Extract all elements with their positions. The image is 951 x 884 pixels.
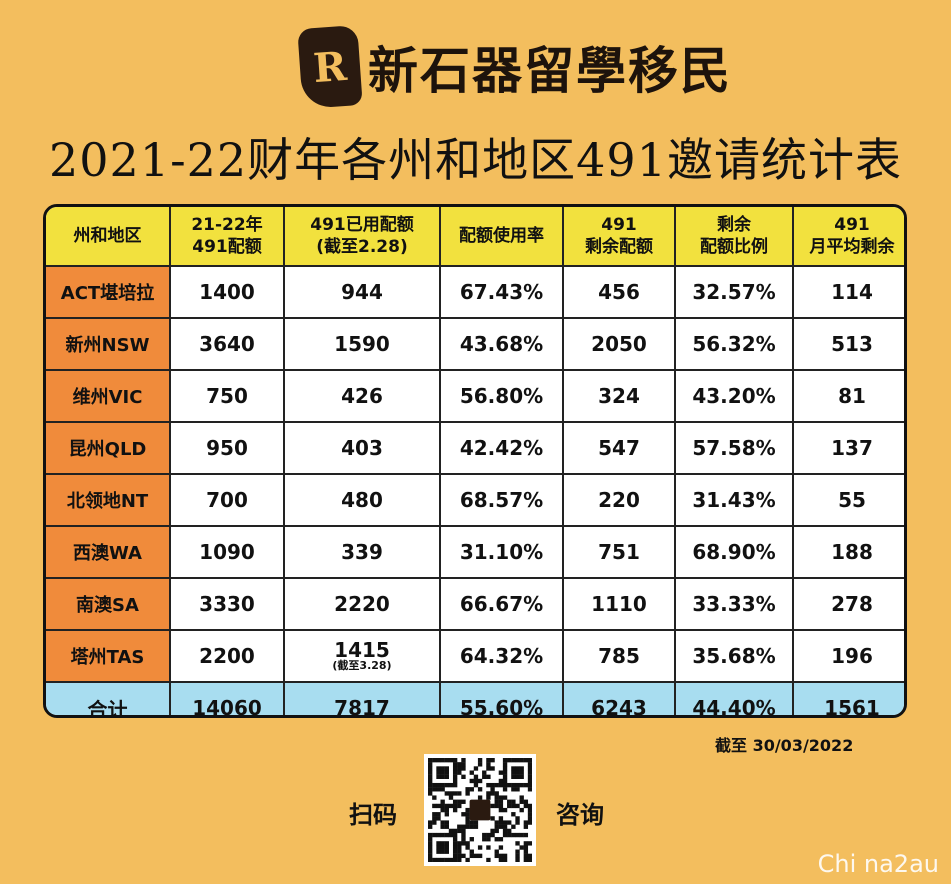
cell-monthly: 81 xyxy=(792,369,904,423)
cell-remain: 2050 xyxy=(562,317,676,371)
cell-remain: 547 xyxy=(562,421,676,475)
cell-region: 北领地NT xyxy=(46,473,171,527)
cell-rate: 68.57% xyxy=(439,473,564,527)
table-row: 维州VIC 750 426 56.80% 324 43.20% 81 xyxy=(46,369,904,423)
header-remain-ratio: 剩余 配额比例 xyxy=(674,207,794,267)
header-remain: 491 剩余配额 xyxy=(562,207,676,267)
cell-quota: 950 xyxy=(169,421,285,475)
table-row: 西澳WA 1090 339 31.10% 751 68.90% 188 xyxy=(46,525,904,579)
cell-remain: 785 xyxy=(562,629,676,682)
header-region: 州和地区 xyxy=(46,207,171,267)
cell-monthly: 278 xyxy=(792,577,904,631)
cell-used: 2220 xyxy=(283,577,441,631)
total-monthly: 1561 xyxy=(792,681,904,715)
cell-quota: 1400 xyxy=(169,265,285,319)
header-used: 491已用配额 (截至2.28) xyxy=(283,207,441,267)
cell-remain-ratio: 31.43% xyxy=(674,473,794,527)
cell-quota: 1090 xyxy=(169,525,285,579)
table-header-row: 州和地区 21-22年 491配额 491已用配额 (截至2.28) 配额使用率 4… xyxy=(46,207,904,267)
brand-name: 新石器留學移民 xyxy=(368,41,732,100)
table-row: 昆州QLD 950 403 42.42% 547 57.58% 137 xyxy=(46,421,904,475)
cell-region: 塔州TAS xyxy=(46,629,171,682)
cell-remain-ratio: 68.90% xyxy=(674,525,794,579)
cell-used: 480 xyxy=(283,473,441,527)
used-note: (截至3.28) xyxy=(332,659,392,672)
table-row: 新州NSW 3640 1590 43.68% 2050 56.32% 513 xyxy=(46,317,904,371)
as-of-date: 截至 30/03/2022 xyxy=(715,736,854,755)
cell-remain-ratio: 57.58% xyxy=(674,421,794,475)
cell-used: 403 xyxy=(283,421,441,475)
cell-quota: 700 xyxy=(169,473,285,527)
cell-used: 944 xyxy=(283,265,441,319)
total-row: 合计 14060 7817 55.60% 6243 44.40% 1561 xyxy=(46,681,904,715)
cell-region: ACT堪培拉 xyxy=(46,265,171,319)
cell-rate: 67.43% xyxy=(439,265,564,319)
cell-used: 339 xyxy=(283,525,441,579)
cell-remain-ratio: 35.68% xyxy=(674,629,794,682)
cell-region: 西澳WA xyxy=(46,525,171,579)
table-row: 塔州TAS 2200 1415 (截至3.28) 64.32% 785 35.68% 196 xyxy=(46,629,904,682)
cell-rate: 42.42% xyxy=(439,421,564,475)
total-remain-ratio: 44.40% xyxy=(674,681,794,715)
cell-rate: 31.10% xyxy=(439,525,564,579)
cell-monthly: 137 xyxy=(792,421,904,475)
header-quota: 21-22年 491配额 xyxy=(169,207,285,267)
table-row: ACT堪培拉 1400 944 67.43% 456 32.57% 114 xyxy=(46,265,904,319)
cell-rate: 56.80% xyxy=(439,369,564,423)
cell-remain: 220 xyxy=(562,473,676,527)
cell-rate: 66.67% xyxy=(439,577,564,631)
cell-region: 维州VIC xyxy=(46,369,171,423)
cell-remain-ratio: 43.20% xyxy=(674,369,794,423)
total-rate: 55.60% xyxy=(439,681,564,715)
cell-used: 1590 xyxy=(283,317,441,371)
cell-remain: 456 xyxy=(562,265,676,319)
table-row: 南澳SA 3330 2220 66.67% 1110 33.33% 278 xyxy=(46,577,904,631)
cell-used: 426 xyxy=(283,369,441,423)
cell-region: 新州NSW xyxy=(46,317,171,371)
total-label: 合计 xyxy=(46,681,171,715)
cell-region: 昆州QLD xyxy=(46,421,171,475)
cell-remain-ratio: 32.57% xyxy=(674,265,794,319)
header-monthly: 491 月平均剩余 xyxy=(792,207,904,267)
statistics-table: 州和地区 21-22年 491配额 491已用配额 (截至2.28) 配额使用率 4… xyxy=(43,204,907,718)
total-quota: 14060 xyxy=(169,681,285,715)
brand-logo-icon: R xyxy=(297,25,363,109)
cell-monthly: 188 xyxy=(792,525,904,579)
qr-code-icon xyxy=(428,758,533,863)
cell-quota: 750 xyxy=(169,369,285,423)
cell-rate: 64.32% xyxy=(439,629,564,682)
table-row: 北领地NT 700 480 68.57% 220 31.43% 55 xyxy=(46,473,904,527)
cell-rate: 43.68% xyxy=(439,317,564,371)
cell-remain: 1110 xyxy=(562,577,676,631)
cell-remain: 751 xyxy=(562,525,676,579)
brand-logo: R 新石器留學移民 xyxy=(297,22,732,112)
cell-monthly: 196 xyxy=(792,629,904,682)
cell-quota: 2200 xyxy=(169,629,285,682)
cell-remain-ratio: 33.33% xyxy=(674,577,794,631)
watermark: Chi na2au xyxy=(817,850,939,878)
qr-code[interactable] xyxy=(424,754,536,866)
cell-monthly: 114 xyxy=(792,265,904,319)
total-used: 7817 xyxy=(283,681,441,715)
cell-monthly: 55 xyxy=(792,473,904,527)
cell-remain-ratio: 56.32% xyxy=(674,317,794,371)
consult-label: 咨询 xyxy=(556,801,604,829)
cell-monthly: 513 xyxy=(792,317,904,371)
cell-remain: 324 xyxy=(562,369,676,423)
total-remain: 6243 xyxy=(562,681,676,715)
header-rate: 配额使用率 xyxy=(439,207,564,267)
cell-quota: 3330 xyxy=(169,577,285,631)
cell-quota: 3640 xyxy=(169,317,285,371)
scan-label: 扫码 xyxy=(349,801,397,829)
page-title: 2021-22财年各州和地区491邀请统计表 xyxy=(49,133,902,187)
cell-region: 南澳SA xyxy=(46,577,171,631)
cell-used: 1415 (截至3.28) xyxy=(283,629,441,682)
